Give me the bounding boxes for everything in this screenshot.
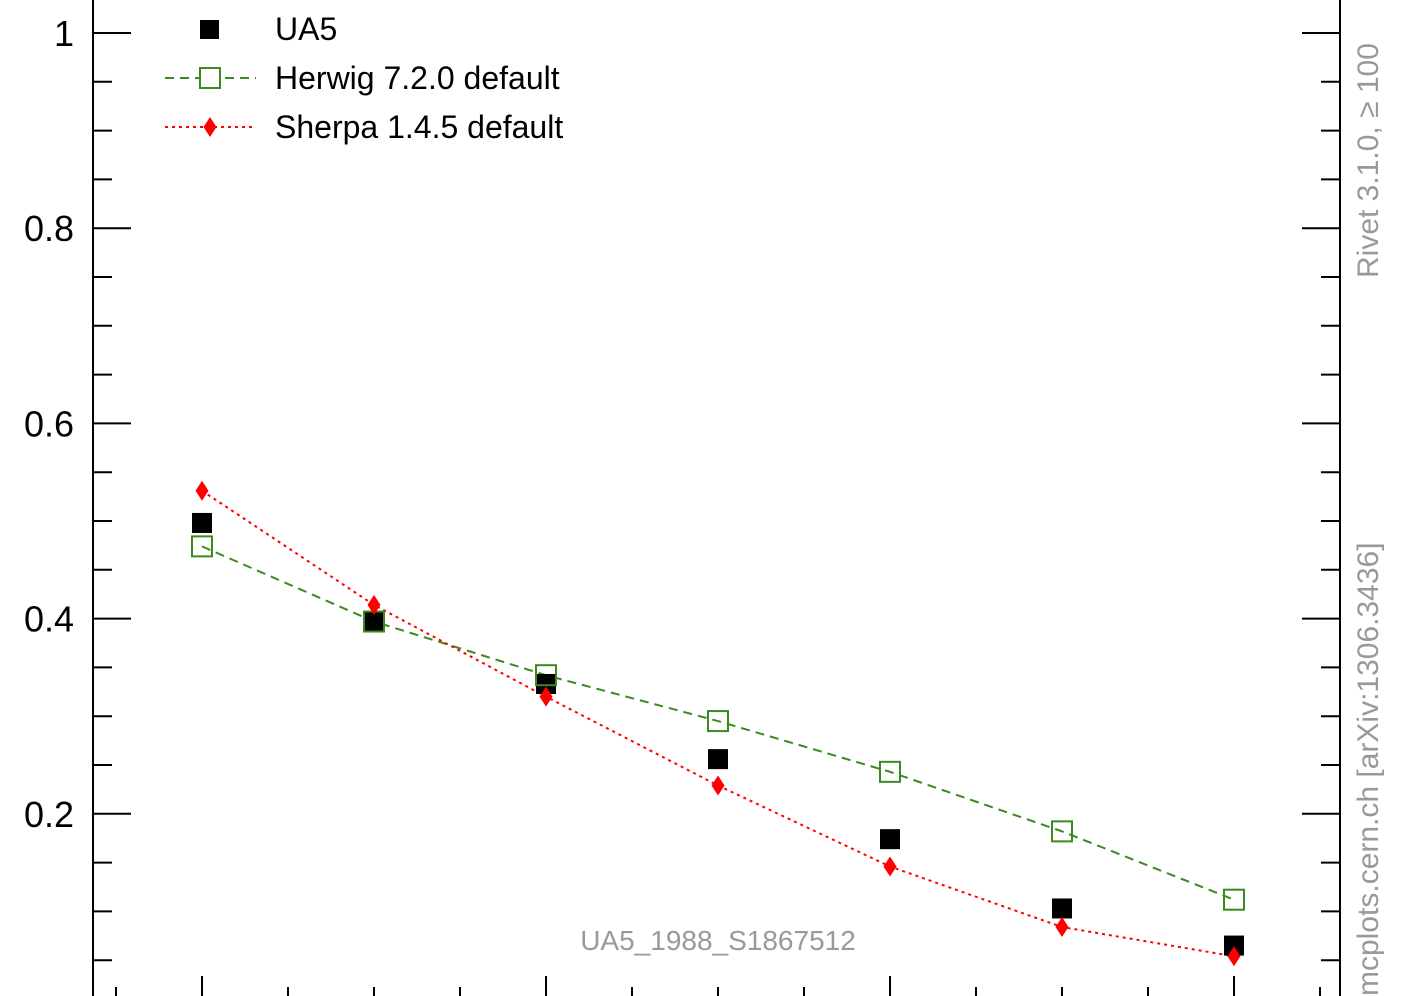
legend-sherpa-swatch	[203, 117, 217, 137]
side-labels: Rivet 3.1.0, ≥ 100 mcplots.cern.ch [arXi…	[1352, 43, 1385, 996]
mcplots-reference-label: mcplots.cern.ch [arXiv:1306.3436]	[1352, 542, 1385, 996]
y-tick-label: 0.4	[24, 599, 74, 640]
sherpa-point	[1227, 946, 1241, 967]
ua5-point	[880, 829, 900, 850]
y-tick-label: 0.8	[24, 208, 74, 249]
ua5-point	[536, 673, 556, 694]
legend: UA5 Herwig 7.2.0 default Sherpa 1.4.5 defa…	[165, 11, 563, 145]
ua5-point	[1052, 898, 1072, 919]
ua5-point	[708, 749, 728, 770]
herwig-point	[879, 760, 901, 783]
sherpa-point	[883, 856, 897, 877]
legend-label: UA5	[275, 11, 337, 47]
y-tick-label: 0.6	[24, 403, 74, 444]
y-tick-label: 1	[54, 13, 74, 54]
herwig-point	[535, 664, 557, 687]
ua5-point	[192, 512, 212, 533]
herwig-point	[707, 710, 729, 733]
x-axis-ticks	[115, 976, 1321, 996]
sherpa-point	[195, 480, 209, 501]
herwig-point	[1223, 888, 1245, 911]
herwig-point	[191, 535, 213, 558]
sherpa-point	[711, 775, 725, 796]
ua5-point	[1224, 935, 1244, 956]
analysis-id-label: UA5_1988_S1867512	[580, 925, 856, 956]
sherpa-point	[539, 686, 553, 707]
y-tick-label: 0.2	[24, 794, 74, 835]
plot-frame	[92, 0, 1341, 996]
legend-herwig-swatch	[199, 67, 221, 89]
herwig-point	[1051, 820, 1073, 843]
y-axis-ticks: 0.2 0.4 0.6 0.8 1	[24, 13, 1340, 962]
ua5-point	[364, 611, 384, 632]
sherpa-point	[1055, 917, 1069, 938]
legend-ua5-swatch	[200, 20, 219, 39]
rivet-version-label: Rivet 3.1.0, ≥ 100	[1352, 43, 1385, 278]
series-layer	[191, 480, 1245, 967]
legend-label: Sherpa 1.4.5 default	[275, 109, 563, 145]
legend-label: Herwig 7.2.0 default	[275, 60, 560, 96]
sherpa-point	[367, 594, 381, 615]
